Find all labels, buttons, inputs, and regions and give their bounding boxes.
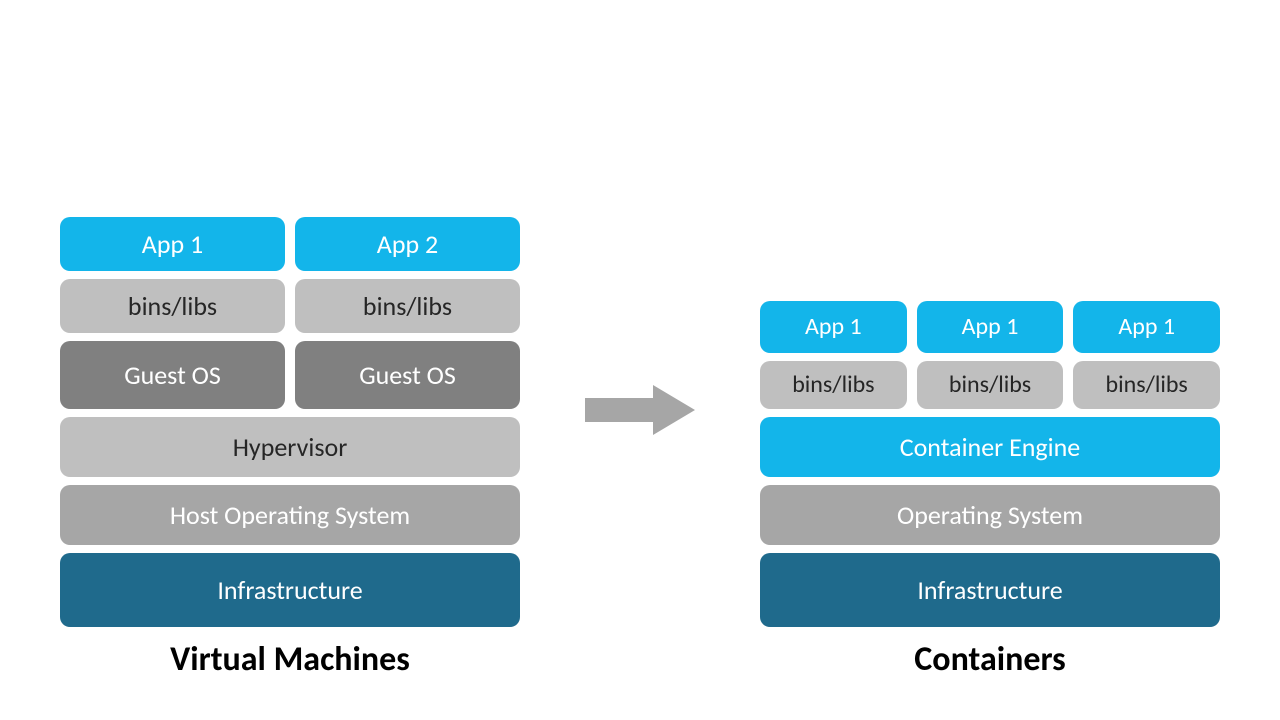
- ct-container-engine: Container Engine: [760, 417, 1220, 477]
- vm-infrastructure-row: Infrastructure: [60, 553, 520, 627]
- vm-hypervisor: Hypervisor: [60, 417, 520, 477]
- ct-bins-0: bins/libs: [760, 361, 907, 409]
- vm-infrastructure: Infrastructure: [60, 553, 520, 627]
- containers-stack: App 1App 1App 1bins/libsbins/libsbins/li…: [760, 301, 1220, 627]
- ct-app-0: App 1: [760, 301, 907, 353]
- ct-app-1: App 1: [917, 301, 1064, 353]
- ct-app-row: App 1App 1App 1: [760, 301, 1220, 353]
- vm-host-os-row: Host Operating System: [60, 485, 520, 545]
- vm-app-row: App 1App 2: [60, 217, 520, 271]
- containers-caption: Containers: [760, 639, 1220, 680]
- arrow-right-icon: [585, 385, 695, 435]
- containers-column: App 1App 1App 1bins/libsbins/libsbins/li…: [760, 301, 1220, 680]
- vm-app-0: App 1: [60, 217, 285, 271]
- vm-app-1: App 2: [295, 217, 520, 271]
- ct-infrastructure: Infrastructure: [760, 553, 1220, 627]
- ct-operating-system-row: Operating System: [760, 485, 1220, 545]
- vm-host-os: Host Operating System: [60, 485, 520, 545]
- ct-app-2: App 1: [1073, 301, 1220, 353]
- vm-hypervisor-row: Hypervisor: [60, 417, 520, 477]
- vm-bins-row: bins/libsbins/libs: [60, 279, 520, 333]
- vm-caption: Virtual Machines: [60, 639, 520, 680]
- arrow-wrap: [580, 385, 700, 435]
- vm-stack: App 1App 2bins/libsbins/libsGuest OSGues…: [60, 217, 520, 627]
- ct-bins-row: bins/libsbins/libsbins/libs: [760, 361, 1220, 409]
- ct-container-engine-row: Container Engine: [760, 417, 1220, 477]
- vm-guest-os-0: Guest OS: [60, 341, 285, 409]
- vm-bins-1: bins/libs: [295, 279, 520, 333]
- ct-bins-2: bins/libs: [1073, 361, 1220, 409]
- vm-bins-0: bins/libs: [60, 279, 285, 333]
- ct-operating-system: Operating System: [760, 485, 1220, 545]
- comparison-diagram: App 1App 2bins/libsbins/libsGuest OSGues…: [60, 60, 1220, 680]
- ct-bins-1: bins/libs: [917, 361, 1064, 409]
- vm-column: App 1App 2bins/libsbins/libsGuest OSGues…: [60, 217, 520, 680]
- vm-guest-os-row: Guest OSGuest OS: [60, 341, 520, 409]
- ct-infrastructure-row: Infrastructure: [760, 553, 1220, 627]
- vm-guest-os-1: Guest OS: [295, 341, 520, 409]
